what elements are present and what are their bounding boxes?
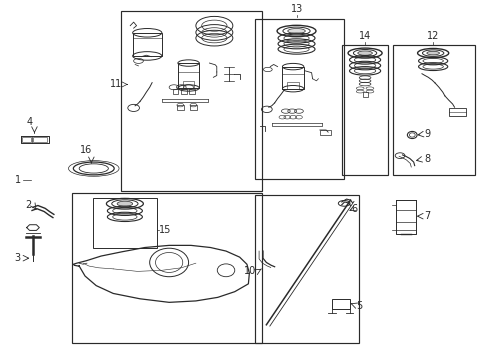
Text: 1: 1 — [15, 175, 21, 185]
Bar — [178, 63, 199, 88]
Bar — [282, 67, 303, 89]
Text: 15: 15 — [159, 225, 171, 235]
Bar — [392, 45, 474, 175]
Text: 9: 9 — [424, 129, 429, 139]
Bar — [181, 89, 186, 94]
Bar — [448, 108, 465, 117]
Bar — [255, 19, 344, 179]
Ellipse shape — [426, 51, 439, 55]
Text: 11: 11 — [109, 80, 122, 89]
Text: 13: 13 — [290, 4, 303, 14]
Bar — [362, 92, 367, 97]
Bar — [172, 89, 178, 94]
Bar — [22, 137, 30, 142]
Text: 4: 4 — [26, 117, 33, 127]
Bar — [331, 299, 349, 309]
Bar — [72, 193, 261, 343]
Bar — [132, 33, 162, 56]
Text: 14: 14 — [358, 31, 370, 41]
Ellipse shape — [287, 28, 305, 33]
Text: 12: 12 — [426, 31, 438, 41]
Text: 6: 6 — [351, 204, 357, 214]
Bar — [120, 12, 261, 191]
Ellipse shape — [117, 201, 132, 206]
Text: 16: 16 — [80, 145, 92, 155]
Bar — [93, 198, 157, 248]
Bar — [190, 105, 197, 110]
Bar — [189, 89, 195, 94]
Bar — [319, 130, 330, 135]
Bar — [32, 137, 47, 142]
Bar — [255, 195, 358, 343]
Text: 10: 10 — [244, 266, 256, 276]
Text: 5: 5 — [356, 301, 362, 311]
Text: 8: 8 — [424, 154, 429, 164]
Text: 3: 3 — [15, 253, 21, 263]
Text: 7: 7 — [424, 211, 430, 221]
Bar — [177, 105, 183, 110]
Text: 2: 2 — [25, 200, 31, 210]
Bar — [341, 45, 387, 175]
Ellipse shape — [357, 51, 372, 55]
